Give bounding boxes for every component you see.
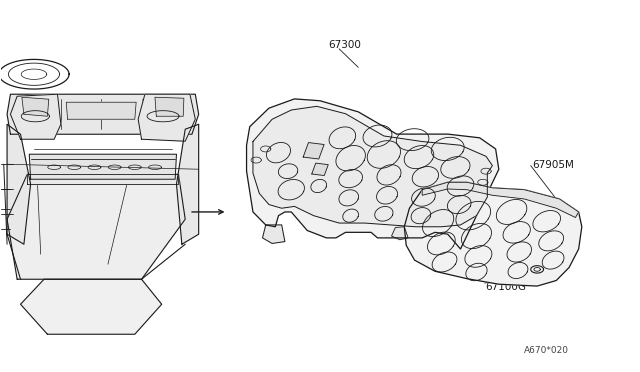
Polygon shape xyxy=(29,154,177,179)
Polygon shape xyxy=(7,94,198,134)
Polygon shape xyxy=(28,174,179,184)
Polygon shape xyxy=(155,97,184,116)
Polygon shape xyxy=(422,182,579,218)
Polygon shape xyxy=(246,99,499,249)
Polygon shape xyxy=(404,182,582,286)
Polygon shape xyxy=(253,106,492,227)
Polygon shape xyxy=(7,174,185,279)
Polygon shape xyxy=(312,163,328,176)
Polygon shape xyxy=(22,97,49,116)
Polygon shape xyxy=(10,94,61,139)
Text: A670*020: A670*020 xyxy=(524,346,570,355)
Polygon shape xyxy=(177,124,198,244)
Polygon shape xyxy=(262,225,285,243)
Polygon shape xyxy=(7,124,31,244)
Polygon shape xyxy=(20,279,162,334)
Polygon shape xyxy=(66,102,136,119)
Text: 67100G: 67100G xyxy=(484,282,526,292)
Polygon shape xyxy=(138,94,195,141)
Text: 67300: 67300 xyxy=(328,40,361,50)
Text: 67905M: 67905M xyxy=(532,160,574,170)
Polygon shape xyxy=(392,227,408,240)
Polygon shape xyxy=(303,142,324,159)
